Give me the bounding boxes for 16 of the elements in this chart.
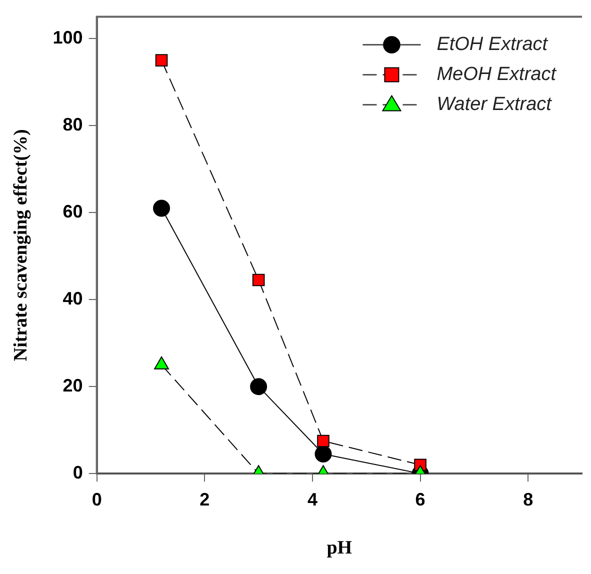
x-tick-label: 6 bbox=[415, 489, 426, 510]
y-axis-title: Nitrate scavenging effect(%) bbox=[10, 129, 32, 362]
x-tick-label: 8 bbox=[523, 489, 534, 510]
x-tick-label: 4 bbox=[307, 489, 318, 510]
y-tick-label: 40 bbox=[62, 288, 83, 309]
x-tick-label: 0 bbox=[92, 489, 102, 510]
y-tick-label: 0 bbox=[72, 462, 83, 483]
legend-label: Water Extract bbox=[436, 94, 552, 116]
y-tick-label: 60 bbox=[62, 202, 83, 222]
legend-label: EtOH Extract bbox=[436, 34, 548, 56]
y-tick-label: 20 bbox=[62, 376, 83, 396]
x-tick-label: 2 bbox=[200, 489, 210, 510]
y-tick-label: 100 bbox=[52, 28, 83, 48]
x-axis-title: pH bbox=[326, 538, 352, 559]
y-tick-label: 80 bbox=[62, 114, 83, 135]
legend-label: MeOH Extract bbox=[436, 64, 557, 86]
